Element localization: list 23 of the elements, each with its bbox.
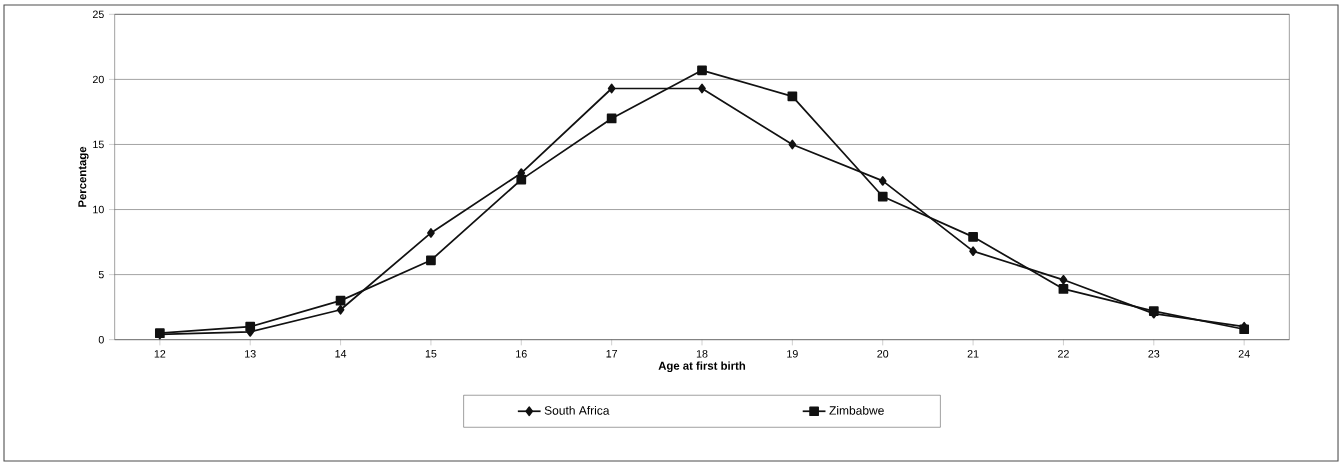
- y-tick-label: 20: [92, 75, 104, 84]
- x-tick-label: 14: [335, 350, 347, 358]
- y-tick-label: 0: [98, 335, 104, 344]
- y-tick-label: 5: [98, 270, 104, 279]
- x-tick-label: 17: [606, 350, 618, 358]
- y-axis-title: Percentage: [78, 146, 89, 207]
- legend-label: Zimbabwe: [829, 405, 884, 415]
- x-tick-label: 21: [967, 350, 979, 358]
- x-tick-label: 12: [154, 350, 166, 358]
- x-tick-label: 18: [696, 350, 708, 358]
- x-tick-label: 20: [877, 350, 889, 358]
- legend-label: South Africa: [544, 405, 610, 415]
- y-tick-label: 25: [92, 10, 104, 19]
- x-tick-label: 16: [516, 350, 527, 358]
- y-tick-label: 10: [93, 205, 104, 214]
- x-axis-title: Age at first birth: [658, 361, 746, 373]
- y-tick-label: 15: [93, 140, 104, 149]
- x-tick-label: 15: [425, 350, 437, 358]
- x-tick-label: 13: [245, 350, 256, 358]
- x-tick-label: 23: [1148, 350, 1160, 358]
- x-tick-label: 24: [1238, 350, 1250, 358]
- x-tick-label: 19: [787, 350, 798, 358]
- x-tick-label: 22: [1058, 350, 1069, 358]
